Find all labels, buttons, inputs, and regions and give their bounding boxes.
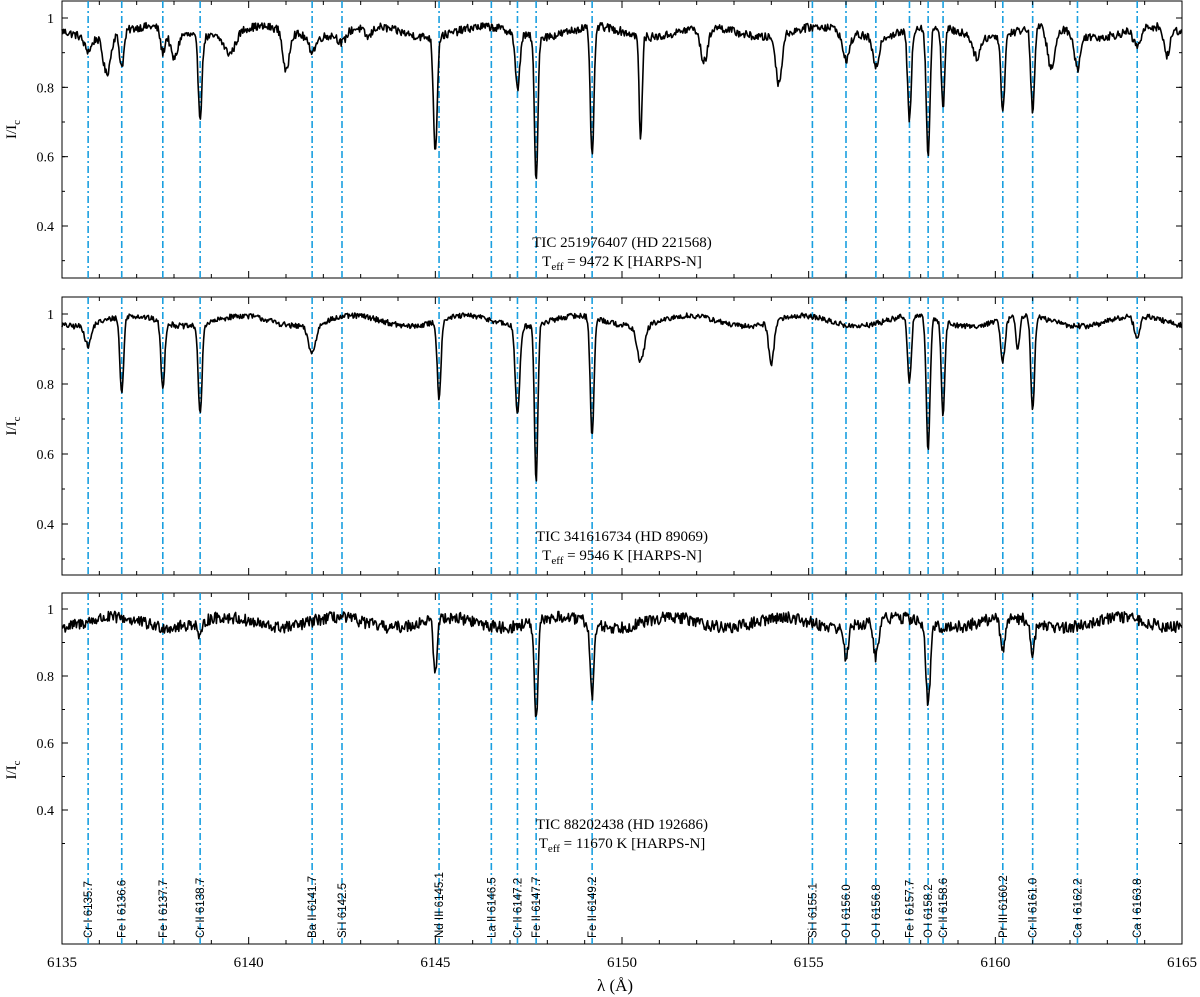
y-axis-label: I/Ic (4, 416, 23, 435)
line-id-label: Nd III 6145.1 (434, 872, 446, 938)
y-tick-label: 0.4 (37, 518, 55, 533)
spectrum-line (61, 21, 1183, 180)
x-tick-label: 6150 (607, 955, 637, 971)
line-id-label: O I 6156.0 (841, 884, 853, 938)
line-id-label: Cr II 6161.0 (1028, 878, 1040, 938)
teff-label: Teff = 9546 K [HARPS-N] (542, 548, 702, 567)
line-id-label: Ca I 6163.8 (1132, 879, 1144, 938)
spectrum-panel-2: 0.4 0.6 0.8 1 I/Ic TIC 341616734 (HD 89069) Te… (4, 296, 1183, 576)
y-tick-label: 1 (47, 12, 54, 27)
x-tick-label: 6140 (234, 955, 264, 971)
x-tick-label: 6160 (980, 955, 1010, 971)
y-tick-label: 1 (47, 308, 54, 323)
y-tick-label: 0.8 (37, 81, 55, 96)
x-tick-label: 6145 (420, 955, 450, 971)
line-id-label: Cr II 6138.7 (195, 878, 207, 938)
line-id-label: Fe II 6147.7 (531, 877, 543, 938)
x-tick-label: 6165 (1167, 955, 1197, 971)
teff-label: Teff = 9472 K [HARPS-N] (542, 254, 702, 273)
y-tick-label: 0.8 (37, 378, 55, 393)
line-id-label: La II 6146.5 (486, 877, 498, 938)
y-tick-label: 0.6 (37, 151, 55, 166)
y-tick-label: 0.6 (37, 448, 55, 463)
line-id-label: Ba II 6141.7 (307, 876, 319, 938)
line-id-label: Pr III 6160.2 (998, 875, 1010, 938)
y-axis-label: I/Ic (4, 760, 23, 779)
line-id-label: Ca I 6162.2 (1072, 879, 1084, 938)
y-tick-label: 0.6 (37, 737, 55, 752)
line-id-label: Si I 6142.5 (337, 883, 349, 938)
teff-label: Teff = 11670 K [HARPS-N] (539, 836, 706, 855)
spectrum-panel-3: 0.4 0.6 0.8 1 I/Ic TIC 88202438 (HD 192686) Te… (4, 592, 1183, 945)
line-id-label: Si I 6155.1 (807, 883, 819, 938)
spectrum-line (61, 610, 1183, 718)
star-name: TIC 341616734 (HD 89069) (536, 529, 708, 545)
line-id-label: Cr II 6147.2 (512, 878, 524, 938)
y-tick-label: 1 (47, 603, 54, 618)
x-axis-label: λ (Å) (597, 976, 633, 995)
spectrum-panel-1: 0.4 0.6 0.8 1 I/Ic TIC 251976407 (HD 221568) T… (4, 0, 1183, 279)
y-tick-label: 0.4 (37, 804, 55, 819)
line-id-label: Fe II 6149.2 (587, 877, 599, 938)
star-name: TIC 88202438 (HD 192686) (536, 817, 708, 833)
line-id-label: Fe I 6137.7 (158, 880, 170, 938)
y-tick-label: 0.4 (37, 220, 55, 235)
line-id-label: Cr I 6135.7 (83, 881, 95, 938)
star-name: TIC 251976407 (HD 221568) (532, 235, 712, 251)
line-id-label: Fe I 6157.7 (904, 880, 916, 938)
line-id-label: O I 6156.8 (871, 884, 883, 938)
line-id-label: Cr II 6158.6 (938, 878, 950, 938)
panel-frame (61, 592, 1183, 945)
spectrum-line (61, 312, 1183, 482)
line-id-label: O I 6158.2 (923, 884, 935, 938)
y-tick-label: 0.8 (37, 670, 55, 685)
line-id-label: Fe I 6136.6 (117, 880, 129, 938)
x-tick-label: 6155 (794, 955, 824, 971)
x-tick-label: 6135 (47, 955, 77, 971)
y-axis-label: I/Ic (4, 120, 23, 139)
